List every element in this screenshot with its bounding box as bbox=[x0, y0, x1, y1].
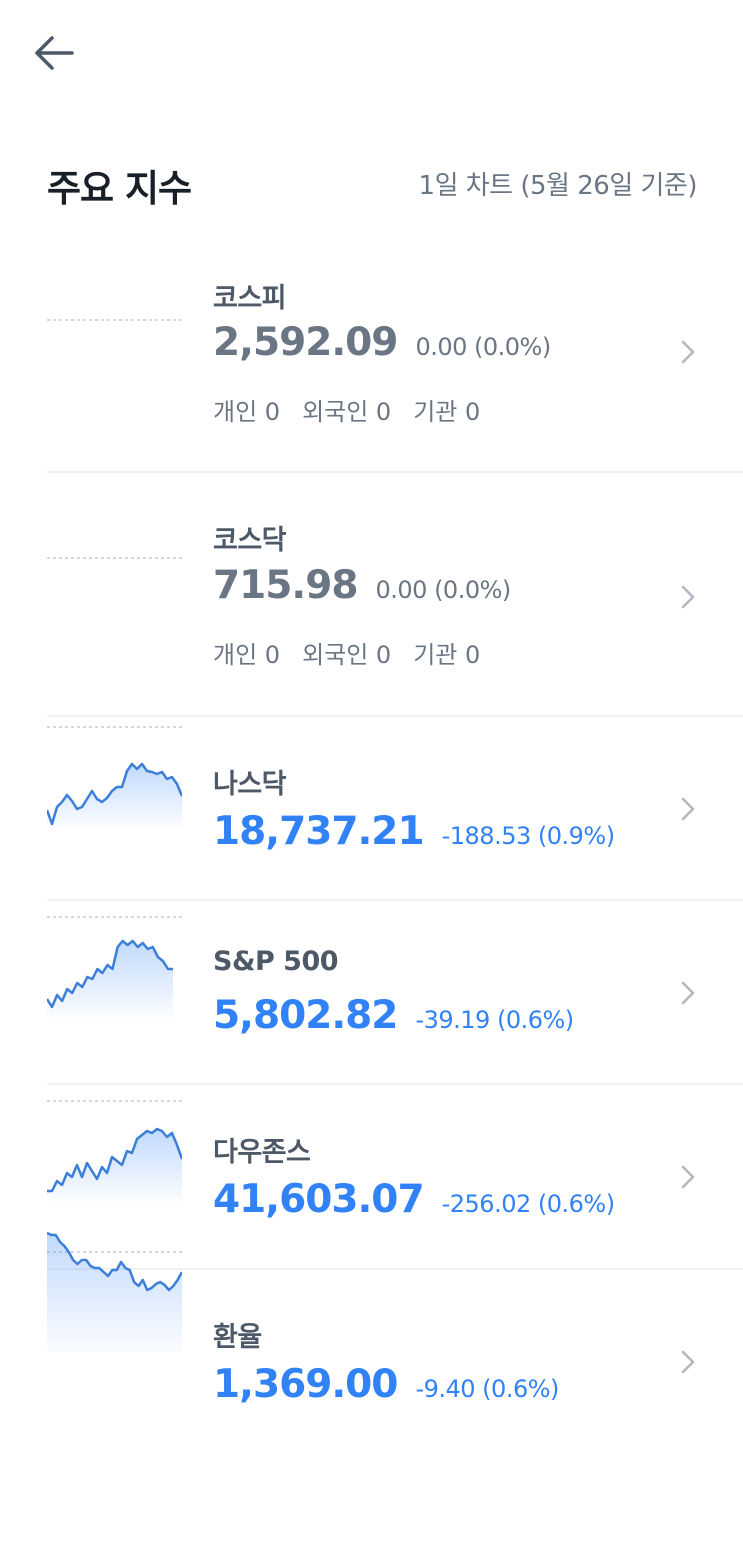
investor-flow: 외국인 0 bbox=[302, 398, 392, 426]
sparkline-chart bbox=[47, 726, 182, 827]
price-value: 715.98 bbox=[213, 563, 358, 608]
investor-flows: 개인 0 외국인 0 기관 0 bbox=[213, 392, 502, 427]
price-value: 41,603.07 bbox=[213, 1177, 425, 1222]
sparkline-line bbox=[47, 762, 182, 826]
index-name: 나스닥 bbox=[213, 769, 287, 800]
sparkline-chart bbox=[47, 916, 182, 1017]
index-price: 715.98 0.00 (0.0%) bbox=[213, 563, 511, 608]
index-price: 41,603.07 -256.02 (0.6%) bbox=[213, 1177, 615, 1222]
sparkline-area bbox=[47, 941, 173, 1017]
index-name: 다우존스 bbox=[213, 1137, 311, 1168]
index-name: 코스닥 bbox=[213, 525, 287, 556]
index-name: 코스피 bbox=[213, 283, 287, 314]
chart-period-label: 1일 차트 (5월 26일 기준) bbox=[418, 171, 698, 201]
chevron-right-icon[interactable] bbox=[679, 795, 697, 823]
index-row[interactable]: 코스피 2,592.09 0.00 (0.0%) 개인 0 외국인 0 기관 0 bbox=[47, 270, 743, 473]
investor-flow: 개인 0 bbox=[213, 398, 281, 426]
investor-flow: 개인 0 bbox=[213, 641, 281, 669]
price-value: 5,802.82 bbox=[213, 993, 398, 1038]
investor-flows: 개인 0 외국인 0 기관 0 bbox=[213, 635, 502, 670]
chevron-right-icon[interactable] bbox=[679, 1348, 697, 1376]
page-title: 주요 지수 bbox=[47, 167, 192, 210]
index-price: 1,369.00 -9.40 (0.6%) bbox=[213, 1362, 559, 1407]
chevron-right-icon[interactable] bbox=[679, 979, 697, 1007]
sparkline-area bbox=[47, 764, 182, 827]
index-name: 환율 bbox=[213, 1322, 262, 1353]
index-row[interactable]: 코스닥 715.98 0.00 (0.0%) 개인 0 외국인 0 기관 0 bbox=[47, 473, 743, 717]
sparkline-chart bbox=[47, 557, 182, 559]
price-change: -39.19 (0.6%) bbox=[415, 1006, 574, 1034]
price-change: -256.02 (0.6%) bbox=[441, 1190, 615, 1218]
index-price: 5,802.82 -39.19 (0.6%) bbox=[213, 993, 574, 1038]
index-row[interactable]: S&P 500 5,802.82 -39.19 (0.6%) bbox=[47, 901, 743, 1085]
index-price: 18,737.21 -188.53 (0.9%) bbox=[213, 809, 615, 854]
investor-flow: 기관 0 bbox=[413, 641, 481, 669]
arrow-left-icon bbox=[35, 36, 74, 70]
price-change: 0.00 (0.0%) bbox=[375, 576, 512, 604]
investor-flow: 외국인 0 bbox=[302, 641, 392, 669]
sparkline-chart bbox=[47, 1232, 182, 1352]
sparkline-chart bbox=[47, 1100, 182, 1201]
investor-flow: 기관 0 bbox=[413, 398, 481, 426]
index-row[interactable]: 환율 1,369.00 -9.40 (0.6%) bbox=[47, 1232, 743, 1450]
sparkline-area bbox=[47, 1233, 182, 1352]
index-row[interactable]: 나스닥 18,737.21 -188.53 (0.9%) bbox=[47, 717, 743, 901]
index-row[interactable]: 다우존스 41,603.07 -256.02 (0.6%) bbox=[47, 1085, 743, 1270]
price-change: 0.00 (0.0%) bbox=[415, 333, 551, 361]
price-change: -188.53 (0.9%) bbox=[441, 822, 615, 850]
price-change: -9.40 (0.6%) bbox=[415, 1375, 559, 1403]
price-value: 18,737.21 bbox=[213, 809, 425, 854]
price-value: 2,592.09 bbox=[213, 320, 398, 365]
price-value: 1,369.00 bbox=[213, 1362, 398, 1407]
sparkline-chart bbox=[47, 319, 182, 321]
chevron-right-icon[interactable] bbox=[679, 1163, 697, 1191]
back-button[interactable] bbox=[30, 32, 80, 74]
sparkline-area bbox=[47, 1129, 182, 1201]
index-price: 2,592.09 0.00 (0.0%) bbox=[213, 320, 551, 365]
index-name: S&P 500 bbox=[213, 946, 339, 977]
sparkline-line bbox=[47, 1232, 182, 1292]
sparkline-line bbox=[47, 1127, 182, 1193]
chevron-right-icon[interactable] bbox=[679, 338, 697, 366]
sparkline-line bbox=[47, 939, 173, 1009]
chevron-right-icon[interactable] bbox=[679, 583, 697, 611]
